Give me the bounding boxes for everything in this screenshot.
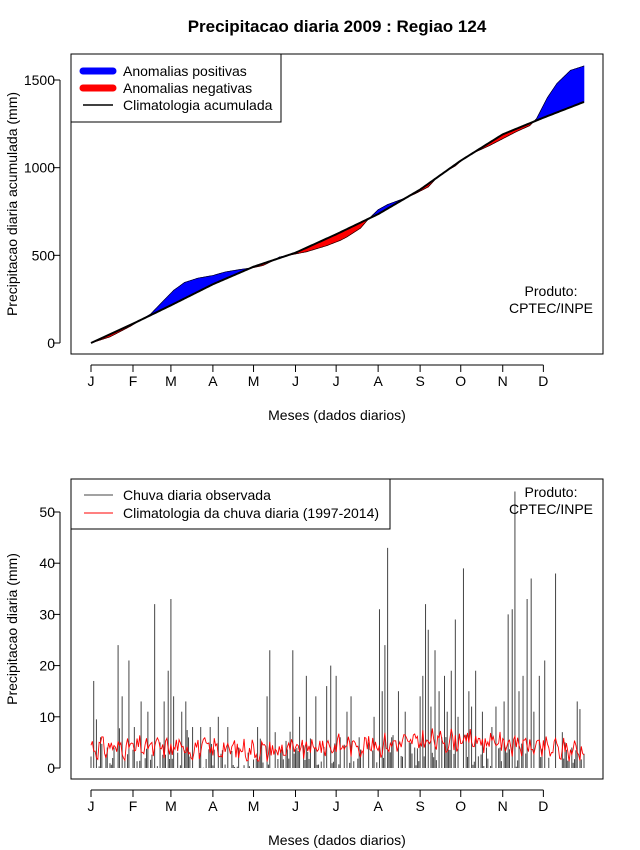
climatology-cumulative-line — [90, 100, 585, 344]
observed-cumulative-line — [90, 65, 585, 344]
plot-frame-top — [70, 53, 604, 355]
y-tick-label-bottom: 40 — [39, 555, 55, 571]
x-tick-label-bottom: S — [415, 798, 424, 814]
x-axis-label-bottom: Meses (dados diarios) — [268, 832, 406, 848]
x-tick-label-top: A — [208, 373, 218, 389]
x-tick-label-bottom: J — [88, 798, 95, 814]
credit-line1-top: Produto: — [525, 283, 578, 299]
y-tick-label-bottom: 20 — [39, 658, 55, 674]
x-tick-label-bottom: M — [248, 798, 260, 814]
y-axis-label-bottom: Precipitacao diaria (mm) — [4, 553, 20, 705]
y-tick-label-top: 1500 — [24, 72, 55, 88]
credit-line1-bottom: Produto: — [525, 484, 578, 500]
x-tick-label-top: F — [129, 373, 138, 389]
y-axis-label-top: Precipitacao diaria acumulada (mm) — [4, 92, 20, 316]
y-tick-label-top: 0 — [47, 335, 55, 351]
y-tick-label-bottom: 0 — [47, 760, 55, 776]
x-axis-label-top: Meses (dados diarios) — [268, 407, 406, 423]
daily-panel: 0 10 20 30 40 50 J F M A M J J A S O N D Meses (dados di… — [4, 478, 604, 848]
y-tick-label-bottom: 50 — [39, 504, 55, 520]
y-tick-label-top: 1000 — [24, 160, 55, 176]
legend-label-positive: Anomalias positivas — [123, 63, 247, 79]
x-tick-label-top: M — [248, 373, 260, 389]
x-tick-label-top: N — [498, 373, 508, 389]
legend-label-observed: Chuva diaria observada — [123, 487, 271, 503]
y-axis-top: 0 500 1000 1500 — [24, 72, 61, 351]
x-tick-label-bottom: A — [373, 798, 383, 814]
x-tick-label-bottom: O — [455, 798, 466, 814]
legend-bottom: Chuva diaria observada Climatologia da c… — [70, 478, 391, 530]
x-tick-label-top: O — [455, 373, 466, 389]
cumulative-panel: 0 500 1000 1500 J F M A M J J A S O N D Meses (dados d… — [4, 53, 604, 423]
x-tick-label-bottom: N — [498, 798, 508, 814]
y-axis-bottom: 0 10 20 30 40 50 — [39, 504, 61, 776]
legend-label-negative: Anomalias negativas — [123, 80, 252, 96]
y-tick-label-top: 500 — [32, 247, 56, 263]
climatology-daily-line — [90, 728, 585, 762]
legend-box-bottom — [70, 478, 391, 530]
observed-daily-bars — [90, 491, 585, 768]
x-tick-label-bottom: F — [129, 798, 138, 814]
x-tick-label-top: M — [165, 373, 177, 389]
legend-top: Anomalias positivas Anomalias negativas … — [70, 53, 282, 123]
x-tick-label-top: S — [415, 373, 424, 389]
x-tick-label-bottom: A — [208, 798, 218, 814]
x-tick-label-bottom: J — [292, 798, 299, 814]
x-tick-label-top: J — [333, 373, 340, 389]
credit-line2-top: CPTEC/INPE — [509, 300, 593, 316]
legend-label-climatology: Climatologia acumulada — [123, 97, 273, 113]
x-tick-label-top: J — [88, 373, 95, 389]
x-tick-label-bottom: M — [165, 798, 177, 814]
x-tick-label-top: A — [373, 373, 383, 389]
x-tick-label-bottom: J — [333, 798, 340, 814]
x-tick-label-bottom: D — [538, 798, 548, 814]
credit-line2-bottom: CPTEC/INPE — [509, 501, 593, 517]
positive-anomaly-segment — [582, 65, 585, 103]
y-tick-label-bottom: 10 — [39, 709, 55, 725]
x-tick-label-top: J — [292, 373, 299, 389]
y-tick-label-bottom: 30 — [39, 606, 55, 622]
x-tick-label-top: D — [538, 373, 548, 389]
chart-title: Precipitacao diaria 2009 : Regiao 124 — [188, 17, 487, 36]
legend-label-climatology-daily: Climatologia da chuva diaria (1997-2014) — [123, 505, 379, 521]
